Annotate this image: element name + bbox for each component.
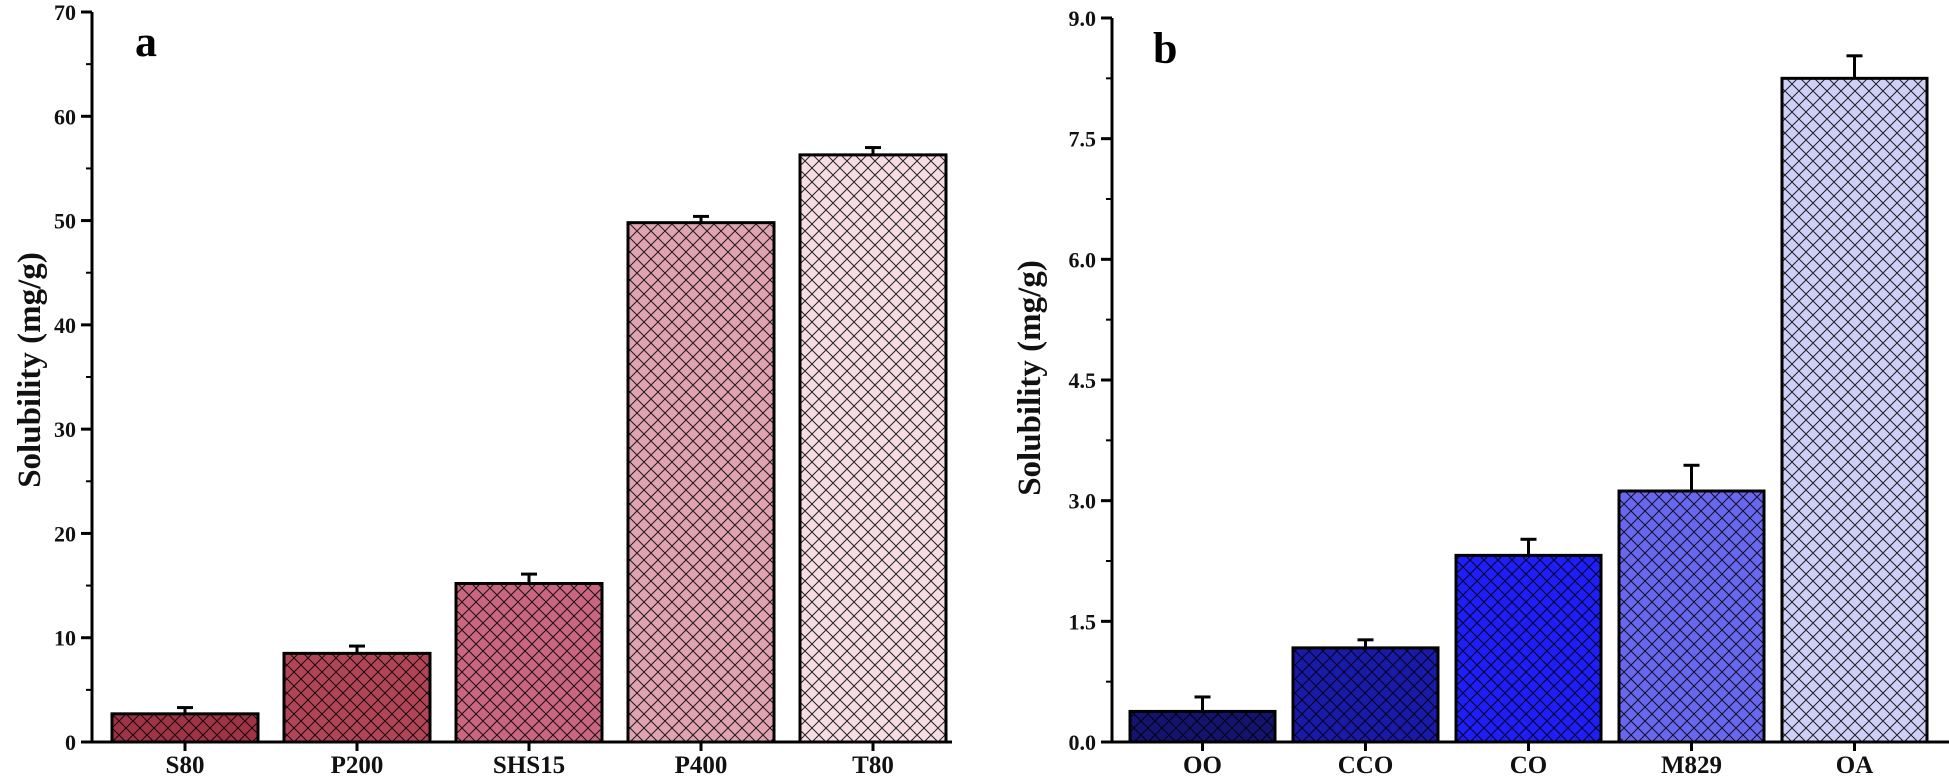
y-tick-label: 9.0	[1069, 6, 1097, 31]
y-tick-label: 40	[54, 313, 76, 338]
bar-hatch-co	[1454, 553, 1603, 744]
x-tick-label-cco: CCO	[1338, 752, 1394, 779]
panel-a-bars	[110, 146, 948, 744]
bar-hatch-m829	[1617, 489, 1766, 744]
y-tick-label: 60	[54, 104, 76, 129]
y-tick-label: 0	[65, 730, 76, 755]
y-tick-label: 50	[54, 209, 76, 234]
x-tick-label-p400: P400	[675, 752, 728, 779]
x-tick-label-oo: OO	[1183, 752, 1222, 779]
panel-b-chart: b Solubility (mg/g) 0.0 1.5 3.0 4.5 6.0 7.5 9.…	[1012, 6, 1949, 779]
bar-hatch-oo	[1128, 709, 1277, 744]
panel-a-chart: a Solubility (mg/g) 0 10 20 30 40 50 60 70 S80 P2…	[12, 0, 952, 779]
bar-hatch-s80	[110, 712, 260, 744]
x-tick-label-m829: M829	[1661, 752, 1722, 779]
panel-b-labels: 0.0 1.5 3.0 4.5 6.0 7.5 9.0 OO CCO CO M829 OA	[1069, 6, 1874, 779]
bar-hatch-oa	[1780, 76, 1929, 744]
y-tick-label: 30	[54, 417, 76, 442]
x-tick-label-co: CO	[1510, 752, 1548, 779]
y-tick-label: 20	[54, 521, 76, 546]
bar-hatch-p400	[626, 221, 776, 744]
y-tick-label: 3.0	[1069, 489, 1097, 514]
x-tick-label-s80: S80	[166, 752, 205, 779]
x-tick-label-shs15: SHS15	[493, 752, 565, 779]
bar-hatch-shs15	[454, 581, 604, 744]
y-tick-label: 10	[54, 626, 76, 651]
x-tick-label-t80: T80	[852, 752, 894, 779]
x-tick-label-oa: OA	[1836, 752, 1874, 779]
y-tick-label: 4.5	[1069, 368, 1097, 393]
panel-b-y-axis-title: Solubility (mg/g)	[1012, 260, 1048, 496]
panel-a-y-axis-title: Solubility (mg/g)	[12, 252, 48, 488]
y-tick-label: 1.5	[1069, 609, 1097, 634]
bar-hatch-p200	[282, 651, 432, 744]
y-tick-label: 7.5	[1069, 127, 1097, 152]
y-tick-label: 6.0	[1069, 247, 1097, 272]
x-tick-label-p200: P200	[331, 752, 384, 779]
panel-b-bars	[1128, 54, 1929, 744]
bar-hatch-cco	[1291, 646, 1440, 744]
panel-b-letter: b	[1153, 24, 1177, 73]
y-tick-label: 70	[54, 0, 76, 25]
y-tick-label: 0.0	[1069, 730, 1097, 755]
bar-hatch-t80	[798, 153, 948, 744]
panel-a-letter: a	[135, 17, 157, 66]
panel-a-labels: 0 10 20 30 40 50 60 70 S80 P200 SHS15 P400 T80	[54, 0, 894, 779]
